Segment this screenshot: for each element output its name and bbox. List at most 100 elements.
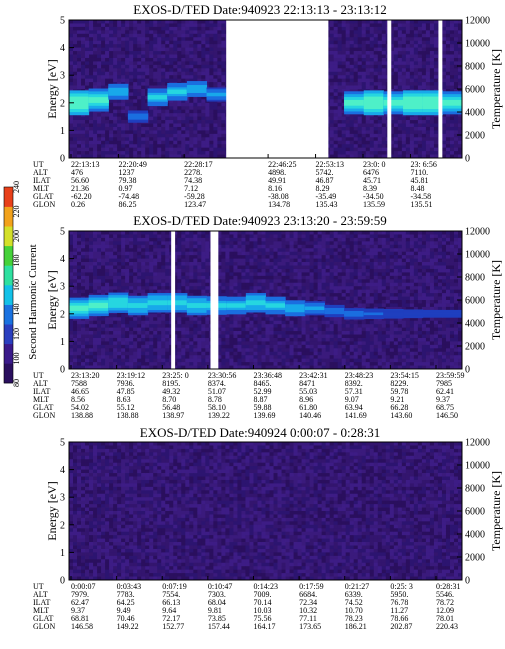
spectrogram-cell (201, 99, 206, 104)
spectrogram-cell (329, 151, 335, 155)
spectrogram-cell (157, 71, 162, 76)
spectrogram-cell (77, 61, 82, 66)
spectrogram-cell (413, 137, 419, 142)
spectrogram-cell (441, 82, 447, 86)
spectrogram-cell (457, 147, 463, 152)
spectrogram-cell (329, 99, 335, 104)
spectrogram-cell (129, 320, 134, 325)
spectrogram-cell (333, 54, 339, 59)
spectrogram-cell (149, 320, 154, 325)
spectrogram-cell (165, 30, 170, 35)
spectrogram-cell (361, 144, 367, 149)
spectrogram-cell (181, 71, 186, 76)
spectrogram-cell (445, 120, 451, 124)
spectrogram-cell (97, 255, 102, 259)
spectrogram-cell (353, 151, 359, 155)
spectrogram-cell (361, 71, 367, 76)
spectrogram-cell (209, 133, 214, 138)
spectrogram-cell (169, 113, 174, 117)
spectrogram-cell (337, 123, 343, 128)
spectrogram-cell (221, 20, 226, 24)
spectrogram-cell (149, 30, 154, 35)
spectrogram-cell (101, 23, 106, 28)
spectrogram-cell (441, 154, 447, 159)
spectrogram-cell (117, 355, 122, 360)
spectrogram-cell (149, 26, 154, 31)
spectrogram-cell (341, 137, 347, 142)
spectrogram-cell (369, 51, 375, 55)
spectrogram-cell (85, 154, 90, 159)
spectrogram-cell (117, 268, 122, 273)
spectrogram-cell (125, 348, 130, 353)
spectrogram-cell (93, 20, 98, 24)
spectrogram-cell (337, 106, 343, 111)
spectrogram-cell (89, 47, 94, 52)
spectrogram-cell (121, 116, 126, 121)
spectrogram-cell (73, 20, 78, 24)
spectrogram-cell (125, 57, 130, 62)
spectrogram-cell (433, 133, 439, 138)
spectrogram-cell (181, 44, 186, 48)
spectrogram-cell (457, 151, 463, 155)
spectrogram-cell (77, 341, 82, 346)
spectrogram-cell (221, 75, 226, 80)
spectrogram-cell (333, 92, 339, 97)
spectrogram-cell (81, 64, 86, 69)
spectrogram-cell (393, 123, 399, 128)
spectrogram-cell (125, 147, 130, 152)
spectrogram-cell (117, 258, 122, 263)
orbit-row-label: GLON (33, 200, 55, 209)
spectrogram-cell (333, 99, 339, 104)
spectrogram-cell (381, 89, 387, 93)
spectrogram-cell (97, 286, 102, 291)
spectrogram-cell (213, 71, 218, 76)
spectrogram-cell (409, 33, 415, 38)
spectrogram-cell (153, 144, 158, 149)
spectrogram-cell (209, 109, 214, 114)
spectrogram-cell (209, 85, 214, 90)
spectrogram-cell (109, 348, 114, 353)
spectrogram-cell (457, 44, 463, 48)
spectrogram-cell (345, 23, 351, 28)
spectrogram-cell (157, 51, 162, 55)
spectrogram-cell (113, 365, 118, 370)
spectrogram-cell (149, 20, 154, 24)
spectrogram-cell (201, 151, 206, 155)
spectrogram-cell (157, 40, 162, 45)
spectrogram-cell (109, 327, 114, 332)
spectrogram-cell (109, 106, 114, 111)
spectrogram-cell (85, 348, 90, 353)
spectrogram-cell (197, 126, 202, 131)
spectrogram-cell (433, 51, 439, 55)
spectrogram-cell (157, 234, 162, 239)
y-tick-label: 4 (60, 43, 65, 54)
spectrogram-cell (401, 147, 407, 152)
spectrogram-cell (197, 120, 202, 124)
spectrogram-cell (105, 334, 110, 339)
spectrogram-cell (401, 154, 407, 159)
spectrogram-cell (105, 144, 110, 149)
spectrogram-cell (109, 272, 114, 277)
spectrogram-cell (341, 78, 347, 83)
spectrogram-cell (145, 313, 150, 318)
spectrogram-cell (441, 20, 447, 24)
spectrogram-cell (213, 57, 218, 62)
spectrogram-cell (365, 133, 371, 138)
spectrogram-cell (213, 126, 218, 131)
spectrogram-cell (193, 154, 198, 159)
spectrogram-cell (81, 68, 86, 73)
spectrogram-cell (109, 116, 114, 121)
spectrogram-cell (417, 140, 423, 145)
spectrogram-cell (341, 113, 347, 117)
spectrogram-cell (157, 120, 162, 124)
spectrogram-cell (389, 144, 395, 149)
spectrogram-cell (221, 64, 226, 69)
spectrogram-cell (397, 144, 403, 149)
spectrogram-cell (173, 20, 178, 24)
spectrogram-cell (101, 268, 106, 273)
spectrogram-cell (401, 47, 407, 52)
spectrogram-cell (77, 30, 82, 35)
spectrogram-cell (409, 85, 415, 90)
spectrogram-cell (457, 30, 463, 35)
spectrogram-cell (457, 26, 463, 31)
